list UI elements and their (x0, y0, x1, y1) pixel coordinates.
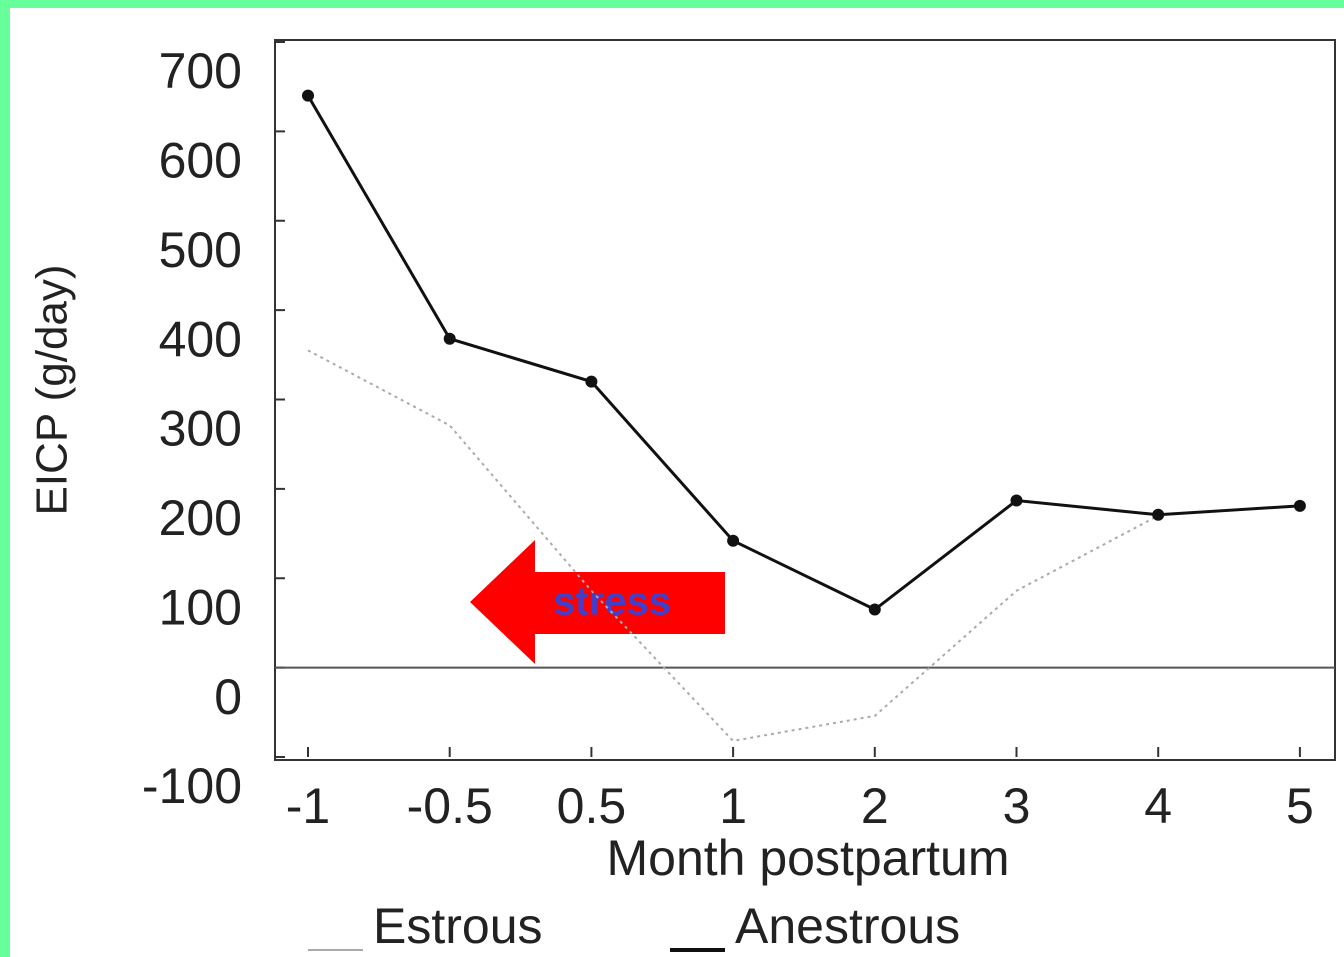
y-tick-label: 300 (159, 401, 242, 457)
y-tick-label: 100 (159, 579, 242, 635)
y-tick-label: 0 (214, 669, 242, 725)
y-tick-label: 500 (159, 222, 242, 278)
series-line (307, 349, 1159, 742)
series-line (306, 94, 1300, 612)
legend-label: Anestrous (735, 898, 960, 954)
chart-background (10, 8, 1344, 957)
point (868, 603, 881, 616)
annotation-text: stress (553, 580, 671, 624)
y-tick-label: 700 (159, 43, 242, 99)
point (443, 332, 456, 345)
y-axis-label: EICP (g/day) (28, 264, 77, 515)
x-axis-label: Month postpartum (607, 830, 1010, 886)
x-tick-label: -1 (286, 778, 330, 834)
point (1293, 499, 1306, 512)
x-tick-label: 2 (861, 778, 889, 834)
x-tick-label: 1 (719, 778, 747, 834)
point (727, 534, 740, 547)
x-tick-label: 5 (1286, 778, 1314, 834)
stress-arrow (470, 540, 725, 664)
x-tick-label: 3 (1003, 778, 1031, 834)
y-tick-label: 200 (159, 490, 242, 546)
y-tick-label: 400 (159, 311, 242, 367)
stress-annotation: stress (470, 540, 725, 664)
x-tick-label: 4 (1144, 778, 1172, 834)
point (585, 375, 598, 388)
point (1152, 508, 1165, 521)
legend-label: Estrous (373, 898, 543, 954)
x-tick-label: -0.5 (407, 778, 493, 834)
y-tick-label: 600 (159, 133, 242, 189)
y-tick-label: -100 (142, 758, 242, 814)
point (1010, 494, 1023, 507)
point (302, 89, 314, 102)
x-tick-label: 0.5 (557, 778, 627, 834)
